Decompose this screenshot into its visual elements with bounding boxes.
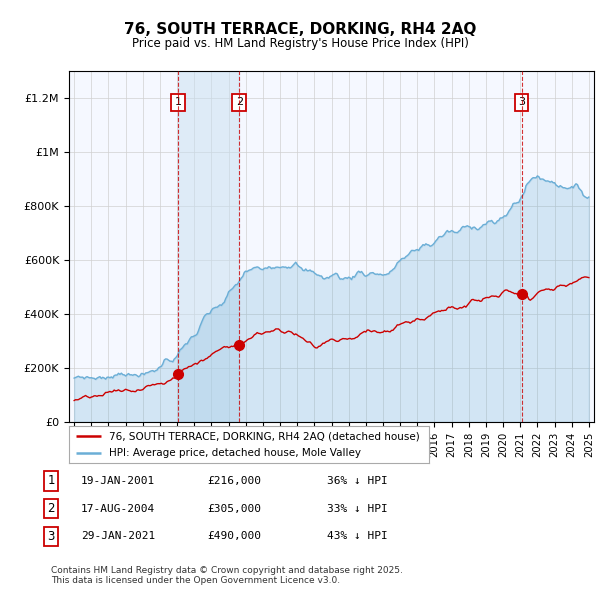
Text: 1: 1	[175, 97, 181, 107]
Text: Contains HM Land Registry data © Crown copyright and database right 2025.
This d: Contains HM Land Registry data © Crown c…	[51, 566, 403, 585]
Text: £490,000: £490,000	[207, 532, 261, 541]
Text: 2: 2	[236, 97, 243, 107]
Text: 17-AUG-2004: 17-AUG-2004	[81, 504, 155, 513]
Text: 2: 2	[47, 502, 55, 515]
Text: 43% ↓ HPI: 43% ↓ HPI	[327, 532, 388, 541]
Text: £216,000: £216,000	[207, 476, 261, 486]
Text: 3: 3	[518, 97, 525, 107]
Text: £305,000: £305,000	[207, 504, 261, 513]
Text: 29-JAN-2021: 29-JAN-2021	[81, 532, 155, 541]
Text: 19-JAN-2001: 19-JAN-2001	[81, 476, 155, 486]
Text: 1: 1	[47, 474, 55, 487]
Text: 33% ↓ HPI: 33% ↓ HPI	[327, 504, 388, 513]
Bar	[178, 71, 239, 422]
Text: Price paid vs. HM Land Registry's House Price Index (HPI): Price paid vs. HM Land Registry's House …	[131, 37, 469, 50]
Text: 36% ↓ HPI: 36% ↓ HPI	[327, 476, 388, 486]
Text: 3: 3	[47, 530, 55, 543]
Text: 76, SOUTH TERRACE, DORKING, RH4 2AQ: 76, SOUTH TERRACE, DORKING, RH4 2AQ	[124, 22, 476, 37]
Text: HPI: Average price, detached house, Mole Valley: HPI: Average price, detached house, Mole…	[109, 448, 361, 458]
Text: 76, SOUTH TERRACE, DORKING, RH4 2AQ (detached house): 76, SOUTH TERRACE, DORKING, RH4 2AQ (det…	[109, 431, 419, 441]
